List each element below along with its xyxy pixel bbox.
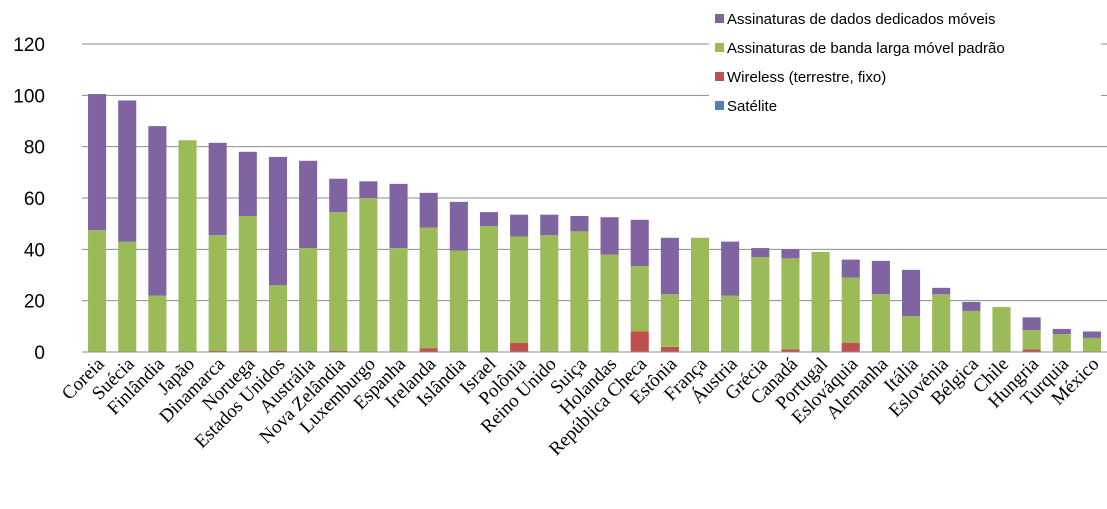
bar-segment [1082, 331, 1101, 338]
bar-segment [902, 316, 921, 352]
bar-segment [299, 248, 318, 352]
legend-label: Wireless (terrestre, fixo) [727, 69, 886, 86]
bar-segment [841, 259, 860, 278]
bar-segment [841, 277, 860, 344]
bar-segment [751, 248, 770, 258]
bar-segment [932, 287, 951, 295]
bar-segment [630, 219, 649, 267]
bar-segment [178, 140, 197, 352]
bar-segment [871, 294, 890, 352]
bar-segment [781, 258, 800, 350]
bar-segment [1022, 317, 1041, 331]
bar-segment [268, 285, 287, 351]
bar-segment [208, 350, 227, 352]
legend-label: Assinaturas de banda larga móvel padrão [727, 40, 1005, 57]
bar-segment [540, 235, 559, 352]
y-tick-label: 60 [24, 189, 45, 210]
bar-segment [1052, 334, 1071, 352]
bar-segment [148, 295, 167, 352]
bar-segment [841, 343, 860, 352]
bar-segment [268, 156, 287, 286]
bar-segment [992, 307, 1011, 352]
bar-segment [630, 331, 649, 352]
y-tick-label: 40 [24, 240, 45, 261]
y-axis-ticks: 0 20 40 60 80 100 120 [13, 35, 45, 364]
bar-segment [690, 237, 710, 352]
bar-segment [389, 183, 408, 249]
bar-segment [329, 350, 348, 352]
bar-segment [781, 349, 800, 352]
bar-segment [660, 346, 679, 352]
bar-segment [148, 126, 167, 296]
bar-segment [630, 266, 649, 332]
bar-segment [660, 294, 679, 347]
bar-segment [510, 214, 529, 237]
bar-segment [660, 237, 679, 295]
bar-segment [721, 295, 740, 352]
bar-segment [329, 212, 348, 351]
x-axis-ticks: CoreiaSuéciaFinlândiaJapãoDinamarcaNorue… [58, 353, 1104, 460]
bar-segment [299, 160, 318, 249]
bar-segment [932, 294, 951, 352]
bar-segment [449, 250, 468, 352]
bar-segment [238, 215, 257, 351]
bar-segment [238, 350, 257, 352]
bar-segment [208, 235, 227, 351]
bar-segment [479, 212, 499, 227]
legend-swatch [715, 14, 724, 23]
y-tick-label: 80 [24, 138, 45, 159]
bar-segment [88, 94, 107, 231]
bar-segment [1052, 328, 1071, 335]
bar-segment [871, 260, 890, 295]
bar-segment [962, 301, 981, 311]
bar-segment [359, 198, 378, 352]
bar-segment [208, 142, 227, 236]
bars [88, 94, 1101, 352]
bar-segment [600, 217, 619, 255]
y-tick-label: 0 [34, 343, 45, 364]
bar-segment [118, 100, 137, 242]
bar-segment [419, 227, 438, 349]
bar-segment [1022, 330, 1041, 350]
legend-background [709, 2, 1101, 124]
bar-segment [419, 192, 438, 228]
bar-segment [419, 348, 438, 352]
bar-segment [962, 310, 981, 352]
bar-segment [359, 181, 378, 198]
legend-label: Satélite [727, 98, 777, 115]
bar-segment [510, 236, 529, 344]
bar-segment [118, 241, 137, 352]
y-tick-label: 20 [24, 292, 45, 313]
bar-segment [570, 231, 589, 352]
bar-segment [751, 257, 770, 352]
bar-segment [88, 230, 107, 352]
y-tick-label: 100 [13, 86, 45, 107]
bar-segment [600, 254, 619, 352]
bar-segment [540, 214, 559, 236]
bar-segment [902, 269, 921, 317]
bar-segment [479, 226, 499, 352]
bar-segment [449, 201, 468, 251]
legend-swatch [715, 72, 724, 81]
bar-segment [1082, 337, 1101, 352]
bar-segment [510, 343, 529, 352]
bar-segment [1022, 349, 1041, 352]
legend: Assinaturas de dados dedicados móveis Ass… [709, 2, 1101, 124]
legend-label: Assinaturas de dados dedicados móveis [727, 11, 996, 28]
legend-swatch [715, 43, 724, 52]
y-tick-label: 120 [13, 35, 45, 56]
bar-segment [721, 241, 740, 296]
bar-segment [389, 248, 408, 352]
bar-segment [329, 178, 348, 213]
bar-segment [238, 151, 257, 216]
bar-segment [781, 249, 800, 259]
legend-swatch [715, 101, 724, 110]
bar-segment [268, 350, 287, 352]
bar-segment [811, 251, 830, 352]
bar-segment [570, 215, 589, 232]
